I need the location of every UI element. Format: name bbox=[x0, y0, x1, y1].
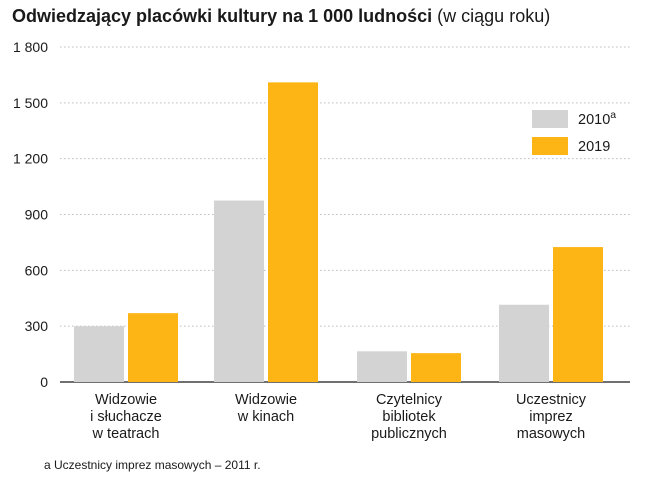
legend-label-2019: 2019 bbox=[578, 139, 610, 155]
bar-2010-3 bbox=[357, 351, 407, 382]
y-tick-label: 600 bbox=[25, 262, 49, 278]
bar-2019-3 bbox=[411, 353, 461, 382]
chart-title-row: Odwiedzający placówki kultury na 1 000 l… bbox=[12, 6, 550, 27]
bar-2019-4 bbox=[553, 247, 603, 382]
y-tick-label: 1 800 bbox=[13, 39, 48, 55]
y-tick-label: 300 bbox=[25, 318, 49, 334]
y-tick-label: 900 bbox=[25, 207, 49, 223]
x-category-label: Widzowie w kinach bbox=[235, 392, 297, 425]
x-category-label: Widzowie i słuchacze w teatrach bbox=[90, 392, 162, 442]
chart-footnote: a Uczestnicy imprez masowych – 2011 r. bbox=[44, 458, 261, 472]
legend-swatch-2010 bbox=[532, 110, 568, 128]
chart-title: Odwiedzający placówki kultury na 1 000 l… bbox=[12, 6, 433, 26]
y-tick-label: 1 500 bbox=[13, 95, 48, 111]
chart-subtitle: (w ciągu roku) bbox=[437, 6, 551, 26]
x-category-label: Uczestnicy imprez masowych bbox=[516, 392, 587, 442]
y-tick-label: 1 200 bbox=[13, 151, 48, 167]
bar-2010-2 bbox=[214, 200, 264, 382]
legend-swatch-2019 bbox=[532, 137, 568, 155]
y-tick-label: 0 bbox=[40, 374, 48, 390]
bar-2019-1 bbox=[128, 313, 178, 382]
bar-2010-4 bbox=[499, 304, 549, 382]
x-category-label: Czytelnicy bibliotek publicznych bbox=[371, 392, 447, 442]
bar-2019-2 bbox=[268, 82, 318, 382]
legend-label-2010: 2010a bbox=[578, 109, 616, 128]
bar-2010-1 bbox=[74, 326, 124, 382]
